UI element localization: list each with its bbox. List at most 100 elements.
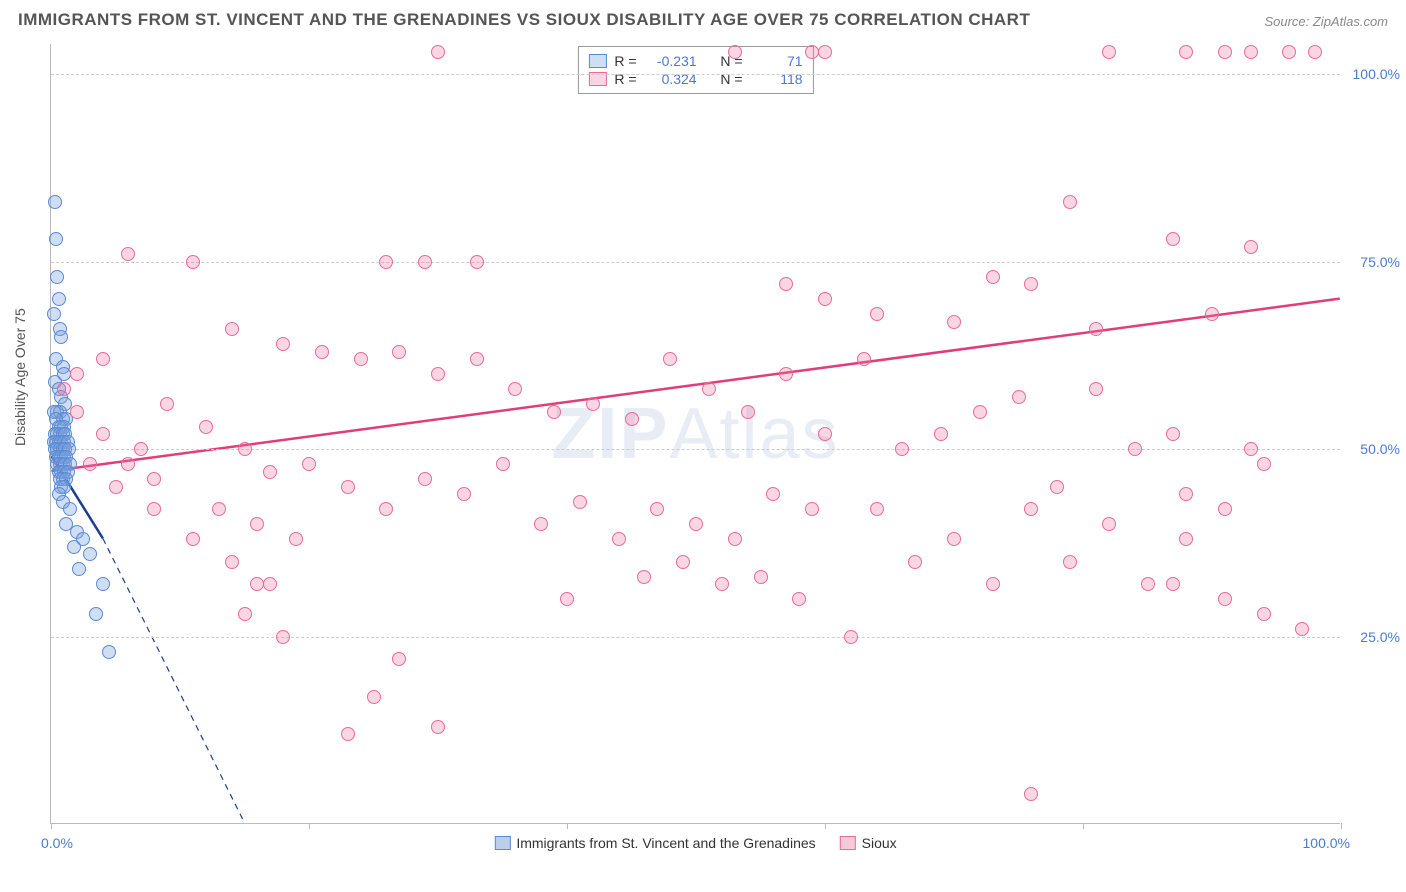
x-tick (825, 823, 826, 829)
scatter-point (431, 45, 445, 59)
scatter-point (1102, 517, 1116, 531)
scatter-point (663, 352, 677, 366)
scatter-point (431, 720, 445, 734)
scatter-point (779, 277, 793, 291)
scatter-point (225, 322, 239, 336)
scatter-point (1089, 322, 1103, 336)
gridline (51, 74, 1340, 75)
scatter-point (225, 555, 239, 569)
scatter-point (418, 472, 432, 486)
y-axis-label: Disability Age Over 75 (12, 308, 28, 446)
scatter-point (676, 555, 690, 569)
x-tick (1341, 823, 1342, 829)
scatter-point (754, 570, 768, 584)
scatter-point (52, 292, 66, 306)
scatter-point (470, 255, 484, 269)
scatter-point (250, 577, 264, 591)
scatter-point (947, 532, 961, 546)
scatter-point (418, 255, 432, 269)
scatter-point (612, 532, 626, 546)
scatter-point (1295, 622, 1309, 636)
scatter-point (121, 247, 135, 261)
scatter-point (67, 540, 81, 554)
y-tick-label: 75.0% (1360, 254, 1400, 270)
scatter-point (870, 307, 884, 321)
scatter-point (276, 337, 290, 351)
scatter-point (1205, 307, 1219, 321)
scatter-point (263, 577, 277, 591)
scatter-point (96, 352, 110, 366)
scatter-point (341, 727, 355, 741)
legend-row: R =-0.231 N =71 (588, 53, 802, 69)
scatter-point (1063, 555, 1077, 569)
scatter-point (70, 367, 84, 381)
scatter-point (431, 367, 445, 381)
scatter-point (1218, 592, 1232, 606)
scatter-point (973, 405, 987, 419)
scatter-point (857, 352, 871, 366)
scatter-point (1102, 45, 1116, 59)
scatter-point (57, 382, 71, 396)
scatter-point (96, 577, 110, 591)
scatter-point (625, 412, 639, 426)
scatter-point (83, 547, 97, 561)
scatter-point (805, 502, 819, 516)
scatter-point (1166, 577, 1180, 591)
scatter-point (50, 270, 64, 284)
scatter-point (805, 45, 819, 59)
scatter-point (1063, 195, 1077, 209)
scatter-point (908, 555, 922, 569)
scatter-point (818, 427, 832, 441)
scatter-point (1024, 787, 1038, 801)
scatter-point (147, 502, 161, 516)
scatter-point (870, 502, 884, 516)
scatter-point (844, 630, 858, 644)
scatter-point (560, 592, 574, 606)
scatter-point (586, 397, 600, 411)
scatter-point (354, 352, 368, 366)
scatter-point (728, 45, 742, 59)
scatter-point (1166, 427, 1180, 441)
scatter-point (792, 592, 806, 606)
scatter-point (508, 382, 522, 396)
scatter-point (1244, 442, 1258, 456)
chart-title: IMMIGRANTS FROM ST. VINCENT AND THE GREN… (18, 10, 1030, 30)
scatter-point (650, 502, 664, 516)
x-tick (567, 823, 568, 829)
scatter-point (238, 442, 252, 456)
scatter-point (250, 517, 264, 531)
scatter-point (1089, 382, 1103, 396)
scatter-point (47, 307, 61, 321)
scatter-point (895, 442, 909, 456)
scatter-point (986, 270, 1000, 284)
scatter-point (715, 577, 729, 591)
scatter-point (637, 570, 651, 584)
legend-item: Sioux (840, 835, 897, 851)
scatter-point (379, 502, 393, 516)
scatter-point (96, 427, 110, 441)
scatter-point (818, 292, 832, 306)
scatter-point (392, 652, 406, 666)
gridline (51, 262, 1340, 263)
scatter-point (779, 367, 793, 381)
scatter-point (341, 480, 355, 494)
scatter-point (947, 315, 961, 329)
scatter-point (54, 330, 68, 344)
scatter-point (1244, 45, 1258, 59)
x-axis-min-label: 0.0% (41, 835, 73, 851)
scatter-point (457, 487, 471, 501)
scatter-point (238, 607, 252, 621)
scatter-point (470, 352, 484, 366)
x-tick (1083, 823, 1084, 829)
scatter-point (109, 480, 123, 494)
scatter-point (289, 532, 303, 546)
scatter-point (1218, 502, 1232, 516)
scatter-point (302, 457, 316, 471)
scatter-point (547, 405, 561, 419)
scatter-point (392, 345, 406, 359)
scatter-point (379, 255, 393, 269)
scatter-point (1282, 45, 1296, 59)
scatter-point (199, 420, 213, 434)
scatter-point (1179, 487, 1193, 501)
y-tick-label: 25.0% (1360, 629, 1400, 645)
